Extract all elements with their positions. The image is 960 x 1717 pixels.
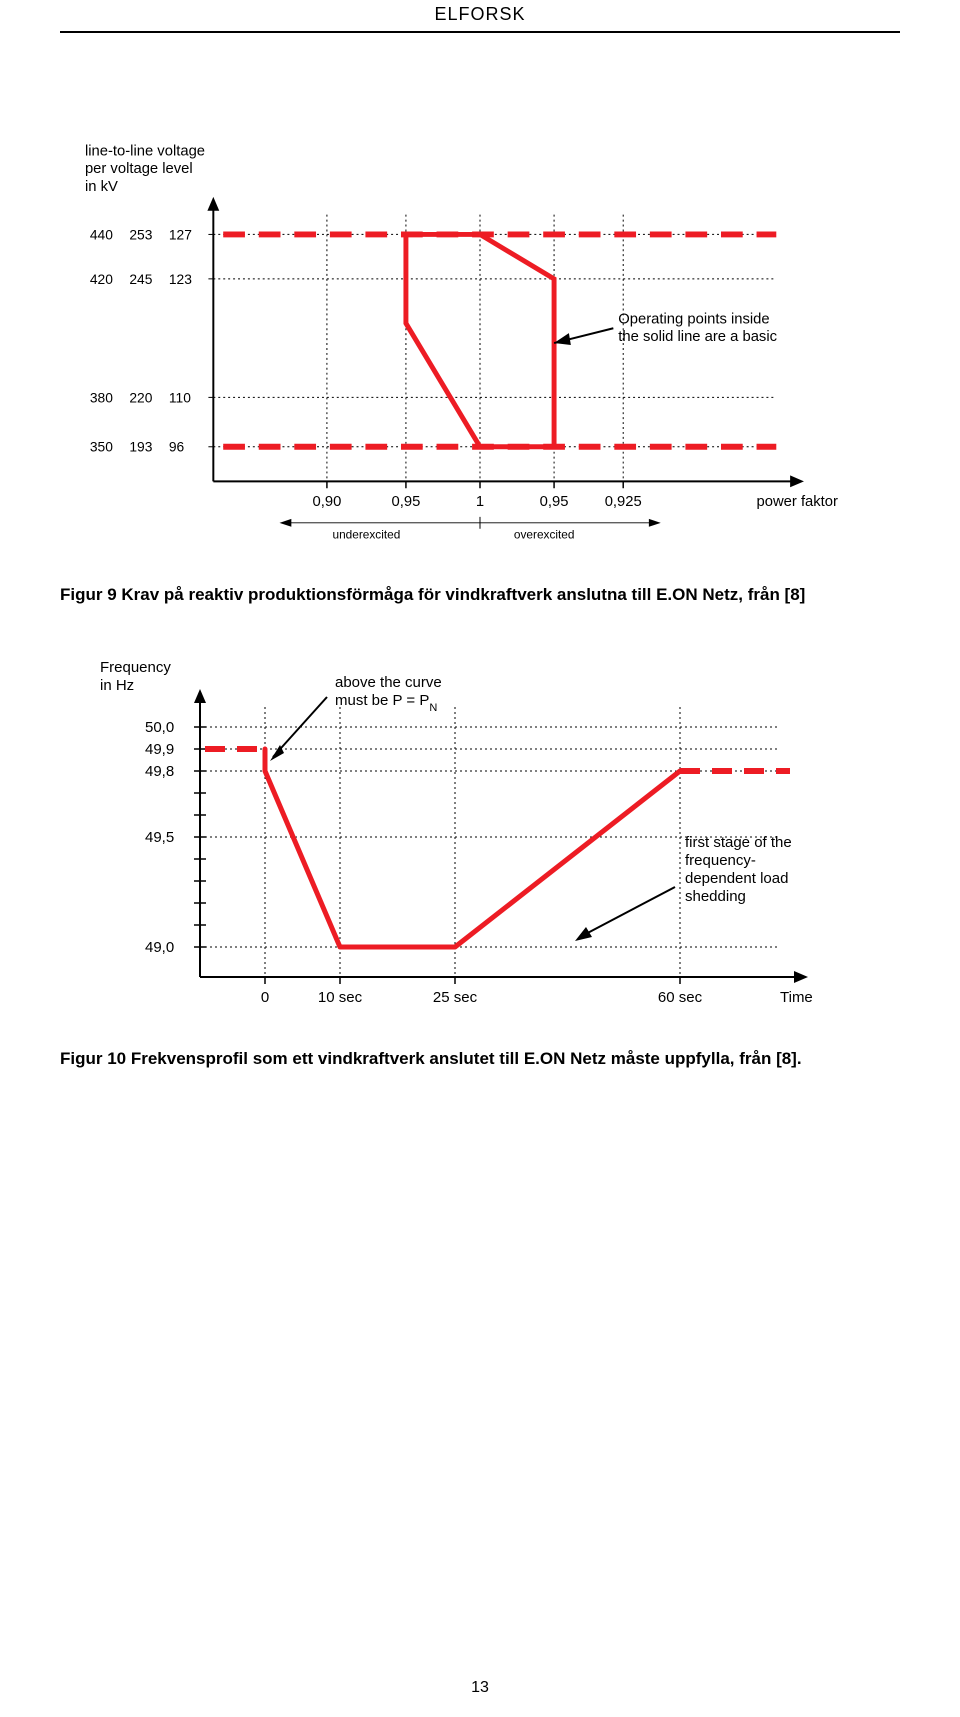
svg-text:127: 127 xyxy=(169,226,192,242)
svg-text:power faktor: power faktor xyxy=(757,494,838,510)
svg-text:420: 420 xyxy=(90,271,113,287)
svg-text:0,95: 0,95 xyxy=(540,494,569,510)
svg-text:49,9: 49,9 xyxy=(145,741,174,758)
svg-text:253: 253 xyxy=(129,226,152,242)
svg-text:10 sec: 10 sec xyxy=(318,989,363,1006)
svg-text:440: 440 xyxy=(90,226,113,242)
svg-text:overexcited: overexcited xyxy=(514,528,575,542)
svg-text:1: 1 xyxy=(476,494,484,510)
page-number: 13 xyxy=(0,1679,960,1697)
svg-text:dependent load: dependent load xyxy=(685,870,788,887)
svg-text:60 sec: 60 sec xyxy=(658,989,703,1006)
svg-text:350: 350 xyxy=(90,439,113,455)
svg-text:96: 96 xyxy=(169,439,185,455)
chart-1: line-to-line voltage per voltage level in … xyxy=(80,133,880,563)
svg-text:above the curve: above the curve xyxy=(335,674,442,691)
svg-text:0,925: 0,925 xyxy=(605,494,642,510)
svg-text:245: 245 xyxy=(129,271,152,287)
svg-text:49,8: 49,8 xyxy=(145,763,174,780)
svg-text:193: 193 xyxy=(129,439,152,455)
caption-2: Figur 10 Frekvensprofil som ett vindkraf… xyxy=(60,1047,900,1071)
svg-text:0,95: 0,95 xyxy=(392,494,421,510)
svg-text:frequency-: frequency- xyxy=(685,852,756,869)
svg-text:underexcited: underexcited xyxy=(333,528,401,542)
svg-text:must be P = PN: must be P = PN xyxy=(335,692,437,714)
svg-text:per voltage level: per voltage level xyxy=(85,161,193,177)
svg-text:in kV: in kV xyxy=(85,179,118,195)
svg-text:50,0: 50,0 xyxy=(145,719,174,736)
caption-1: Figur 9 Krav på reaktiv produktionsförmå… xyxy=(60,583,900,607)
svg-text:line-to-line voltage: line-to-line voltage xyxy=(85,143,205,159)
page-header: ELFORSK xyxy=(60,0,900,33)
svg-text:first stage of the: first stage of the xyxy=(685,834,792,851)
svg-text:220: 220 xyxy=(129,389,152,405)
chart-2: Frequencyin Hz 50,0 49,9 49,8 49,5 49,0 0 10 se… xyxy=(80,657,880,1027)
svg-text:0: 0 xyxy=(261,989,269,1006)
svg-text:Time: Time xyxy=(780,989,813,1006)
svg-text:Frequency: Frequency xyxy=(100,659,171,676)
svg-text:123: 123 xyxy=(169,271,192,287)
svg-text:110: 110 xyxy=(169,389,191,405)
svg-text:49,0: 49,0 xyxy=(145,939,174,956)
svg-text:25 sec: 25 sec xyxy=(433,989,478,1006)
svg-text:the solid line are a basic: the solid line are a basic xyxy=(618,329,777,345)
svg-text:0,90: 0,90 xyxy=(313,494,342,510)
svg-text:49,5: 49,5 xyxy=(145,829,174,846)
svg-text:in Hz: in Hz xyxy=(100,677,134,694)
svg-text:shedding: shedding xyxy=(685,888,746,905)
svg-text:380: 380 xyxy=(90,389,113,405)
svg-text:Operating points inside: Operating points inside xyxy=(618,311,769,327)
